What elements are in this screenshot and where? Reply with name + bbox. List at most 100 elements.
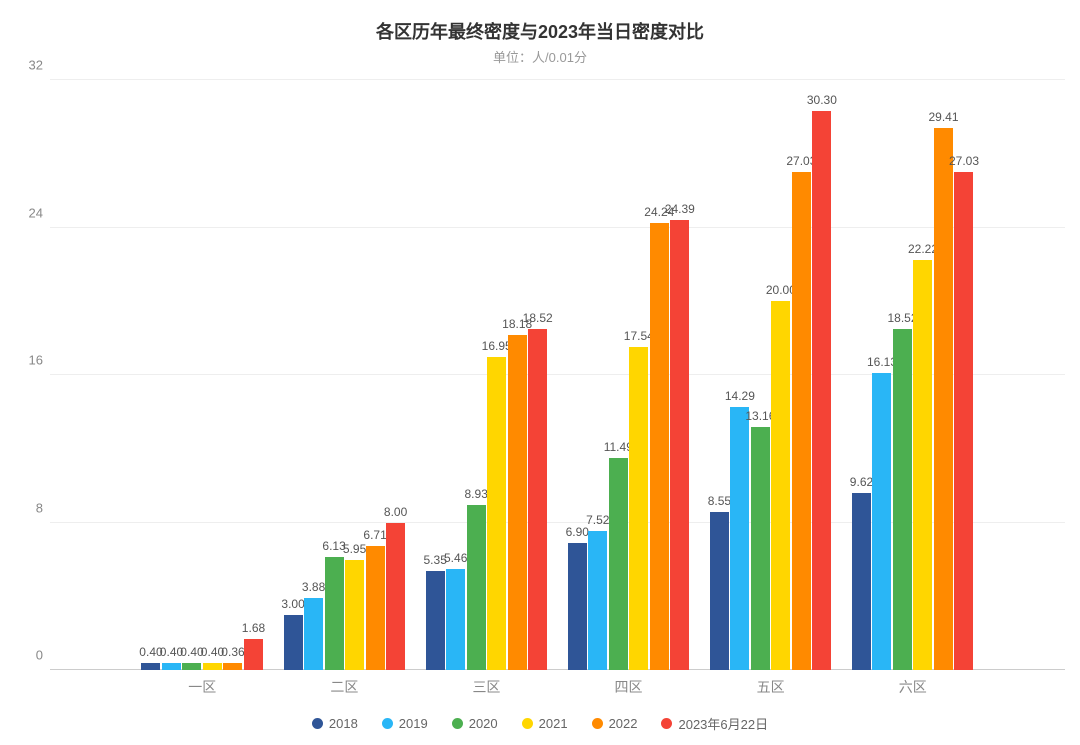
bar: 0.40	[141, 663, 160, 670]
bar: 18.52	[528, 329, 547, 670]
bar-value-label: 29.41	[928, 110, 958, 124]
bar-group: 6.907.5211.4917.5424.2424.39四区	[558, 80, 700, 670]
legend-item: 2022	[592, 714, 638, 733]
bar: 8.00	[386, 523, 405, 671]
bar: 3.00	[284, 615, 303, 670]
bar: 14.29	[730, 407, 749, 670]
bar: 27.03	[954, 172, 973, 670]
bar-value-label: 14.29	[725, 389, 755, 403]
bar-value-label: 8.00	[384, 505, 407, 519]
legend-swatch	[382, 718, 393, 729]
bar: 22.22	[913, 260, 932, 670]
bars-row: 6.907.5211.4917.5424.2424.39	[558, 80, 700, 670]
bar: 24.39	[670, 220, 689, 670]
bar-group: 3.003.886.135.956.718.00二区	[273, 80, 415, 670]
bar-value-label: 8.55	[708, 494, 731, 508]
bar-group: 9.6216.1318.5222.2229.4127.03六区	[842, 80, 984, 670]
bar-value-label: 3.88	[302, 580, 325, 594]
bar-value-label: 5.46	[444, 551, 467, 565]
bar: 20.00	[771, 301, 790, 670]
category-label: 一区	[131, 677, 273, 697]
bar-value-label: 8.93	[465, 487, 488, 501]
bar: 13.16	[751, 427, 770, 670]
bar-value-label: 30.30	[807, 93, 837, 107]
category-label: 四区	[558, 677, 700, 697]
legend-label: 2020	[469, 716, 498, 731]
bar: 24.24	[650, 223, 669, 670]
category-label: 六区	[842, 677, 984, 697]
legend-item: 2018	[312, 714, 358, 733]
legend: 2018 2019 2020 2021 2022 2023年6月22日	[0, 714, 1080, 733]
plot-area: 081624320.400.400.400.400.361.68一区3.003.…	[50, 80, 1065, 670]
y-tick-label: 32	[15, 58, 43, 73]
bar: 16.13	[872, 373, 891, 670]
legend-label: 2018	[329, 716, 358, 731]
bars-row: 0.400.400.400.400.361.68	[131, 80, 273, 670]
bar-value-label: 1.68	[242, 621, 265, 635]
bar-group: 8.5514.2913.1620.0027.0330.30五区	[700, 80, 842, 670]
bar: 29.41	[934, 128, 953, 670]
y-tick-label: 8	[15, 500, 43, 515]
bar: 0.36	[223, 663, 242, 670]
bar-value-label: 5.95	[343, 542, 366, 556]
chart-subtitle: 单位：人/0.01分	[20, 47, 1060, 66]
bars-row: 5.355.468.9316.9518.1818.52	[415, 80, 557, 670]
bar: 6.13	[325, 557, 344, 670]
bar-group: 5.355.468.9316.9518.1818.52三区	[415, 80, 557, 670]
legend-swatch	[661, 718, 672, 729]
bar: 11.49	[609, 458, 628, 670]
legend-item: 2021	[522, 714, 568, 733]
legend-item: 2019	[382, 714, 428, 733]
y-tick-label: 0	[15, 648, 43, 663]
legend-swatch	[452, 718, 463, 729]
bar-value-label: 27.03	[949, 154, 979, 168]
bar: 0.40	[203, 663, 222, 670]
bar: 27.03	[792, 172, 811, 670]
bar: 30.30	[812, 111, 831, 670]
bar: 5.95	[345, 560, 364, 670]
bars-row: 9.6216.1318.5222.2229.4127.03	[842, 80, 984, 670]
category-label: 三区	[415, 677, 557, 697]
bar: 9.62	[852, 493, 871, 670]
legend-swatch	[522, 718, 533, 729]
bar: 7.52	[588, 531, 607, 670]
bar: 8.55	[710, 512, 729, 670]
bar-value-label: 24.39	[665, 202, 695, 216]
bar-value-label: 0.36	[221, 645, 244, 659]
bars-row: 8.5514.2913.1620.0027.0330.30	[700, 80, 842, 670]
legend-swatch	[592, 718, 603, 729]
chart-container: 各区历年最终密度与2023年当日密度对比 单位：人/0.01分 0 8 16 24 32…	[0, 0, 1080, 745]
chart-title: 各区历年最终密度与2023年当日密度对比	[20, 18, 1060, 44]
bar: 18.18	[508, 335, 527, 670]
bar-value-label: 7.52	[586, 513, 609, 527]
bar-value-label: 18.52	[523, 311, 553, 325]
bar: 6.71	[366, 546, 385, 670]
legend-label: 2019	[399, 716, 428, 731]
bar: 8.93	[467, 505, 486, 670]
bar: 1.68	[244, 639, 263, 670]
bar: 16.95	[487, 357, 506, 670]
bar: 3.88	[304, 598, 323, 670]
bar: 6.90	[568, 543, 587, 670]
bar-value-label: 9.62	[850, 475, 873, 489]
bar: 0.40	[162, 663, 181, 670]
y-tick-label: 16	[15, 353, 43, 368]
legend-label: 2023年6月22日	[678, 714, 768, 733]
legend-item: 2023年6月22日	[661, 714, 768, 733]
legend-label: 2022	[609, 716, 638, 731]
bars-row: 3.003.886.135.956.718.00	[273, 80, 415, 670]
bar-value-label: 6.71	[363, 528, 386, 542]
bar-group: 0.400.400.400.400.361.68一区	[131, 80, 273, 670]
y-tick-label: 24	[15, 205, 43, 220]
bar: 18.52	[893, 329, 912, 670]
bar-value-label: 3.00	[281, 597, 304, 611]
category-label: 五区	[700, 677, 842, 697]
legend-swatch	[312, 718, 323, 729]
bar: 0.40	[182, 663, 201, 670]
category-label: 二区	[273, 677, 415, 697]
legend-label: 2021	[539, 716, 568, 731]
bar: 17.54	[629, 347, 648, 670]
bar: 5.35	[426, 571, 445, 670]
bar: 5.46	[446, 569, 465, 670]
legend-item: 2020	[452, 714, 498, 733]
